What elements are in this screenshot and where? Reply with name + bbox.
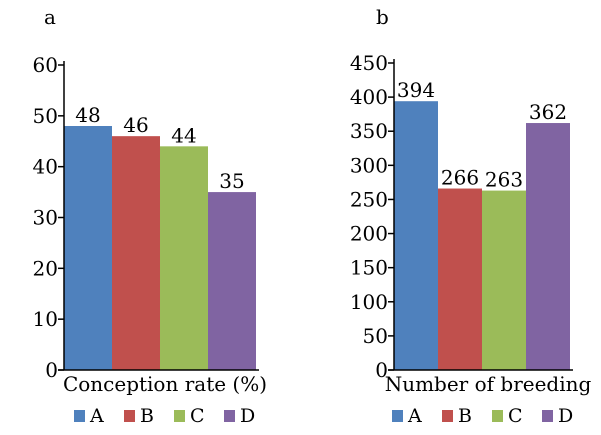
panel-letter-b: b xyxy=(376,5,389,29)
data-label-b-d: 362 xyxy=(529,100,567,124)
legend-label-a-b: B xyxy=(140,405,154,427)
legend-swatch-b-a xyxy=(392,410,403,422)
legend-label-b-c: C xyxy=(508,405,523,427)
y-tick-label-b: 300 xyxy=(350,153,388,177)
legend-label-b-b: B xyxy=(458,405,472,427)
y-tick-label-a: 40 xyxy=(33,155,58,179)
legend-label-b-d: D xyxy=(558,405,573,427)
y-tick-label-a: 60 xyxy=(33,53,58,77)
bar-a-c xyxy=(160,146,208,370)
legend-swatch-a-b xyxy=(124,410,135,422)
data-label-a-c: 44 xyxy=(171,123,196,147)
y-tick-label-a: 0 xyxy=(45,358,58,382)
y-tick-label-b: 100 xyxy=(350,290,388,314)
legend-swatch-a-c xyxy=(174,410,185,422)
y-tick-label-b: 450 xyxy=(350,51,388,75)
y-tick-label-b: 150 xyxy=(350,256,388,280)
data-label-a-a: 48 xyxy=(75,103,100,127)
bar-b-b xyxy=(438,188,482,370)
bar-b-c xyxy=(482,190,526,370)
legend-label-a-a: A xyxy=(89,405,104,427)
data-label-b-b: 266 xyxy=(441,166,479,190)
bar-a-a xyxy=(64,126,112,370)
y-tick-label-b: 250 xyxy=(350,187,388,211)
y-tick-label-a: 30 xyxy=(33,206,58,230)
x-axis-title-b: Number of breeding xyxy=(385,372,592,396)
legend-label-a-c: C xyxy=(190,405,205,427)
y-tick-label-a: 20 xyxy=(33,256,58,280)
y-tick-label-b: 0 xyxy=(375,358,388,382)
bar-a-b xyxy=(112,136,160,370)
y-tick-label-a: 10 xyxy=(33,307,58,331)
bar-b-d xyxy=(526,123,570,370)
bar-b-a xyxy=(394,101,438,371)
panel-letter-a: a xyxy=(44,5,56,29)
legend-swatch-b-b xyxy=(442,410,453,422)
legend-label-b-a: A xyxy=(407,405,422,427)
legend-swatch-b-c xyxy=(492,410,503,422)
y-tick-label-b: 400 xyxy=(350,85,388,109)
y-tick-label-a: 50 xyxy=(33,104,58,128)
data-label-a-b: 46 xyxy=(123,113,148,137)
legend-swatch-b-d xyxy=(542,410,553,422)
legend-swatch-a-a xyxy=(74,410,85,422)
y-tick-label-b: 50 xyxy=(363,324,388,348)
legend-swatch-a-d xyxy=(224,410,235,422)
data-label-b-a: 394 xyxy=(397,78,435,102)
data-label-a-d: 35 xyxy=(219,169,244,193)
y-tick-label-b: 350 xyxy=(350,119,388,143)
data-label-b-c: 263 xyxy=(485,168,523,192)
bar-a-d xyxy=(208,192,256,370)
y-tick-label-b: 200 xyxy=(350,222,388,246)
legend-label-a-d: D xyxy=(240,405,255,427)
x-axis-title-a: Conception rate (%) xyxy=(63,372,267,396)
